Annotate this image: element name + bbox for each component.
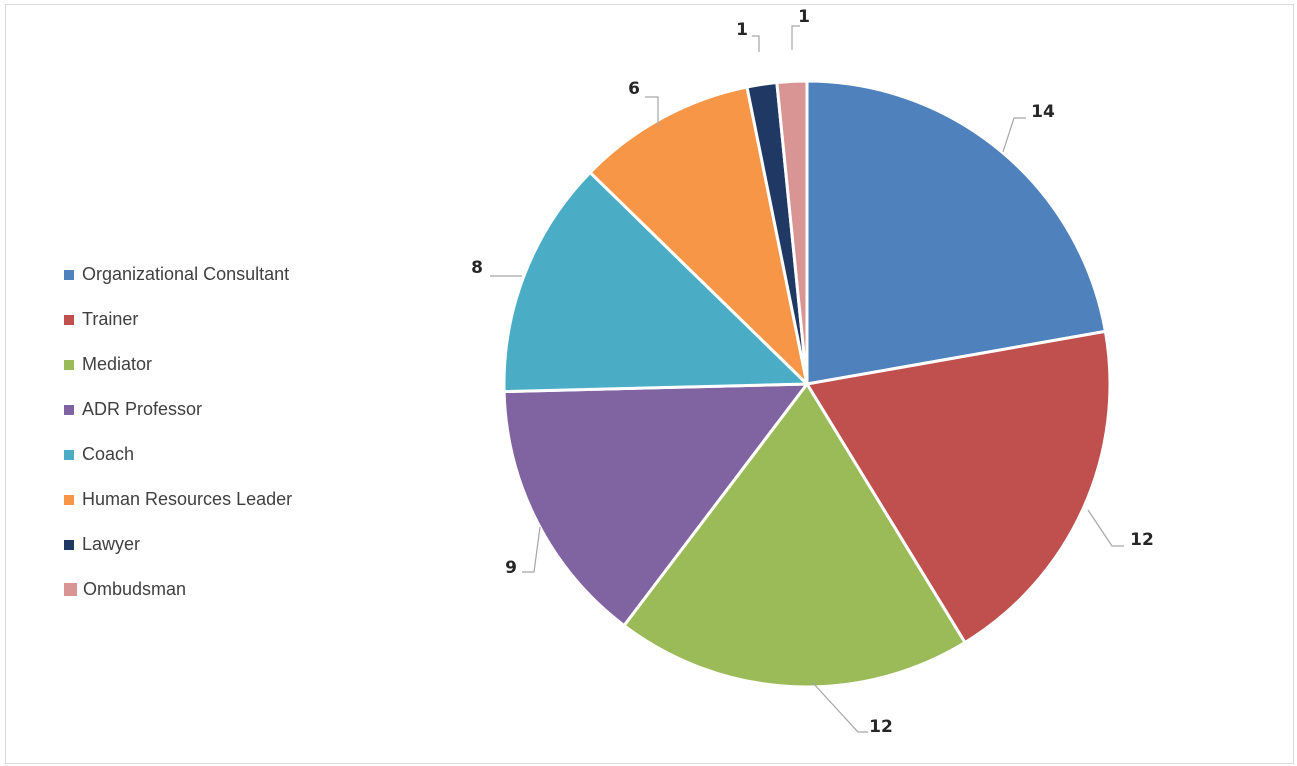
legend-label-lawyer: Lawyer [82, 534, 141, 554]
chart-legend: Organizational Consultant Trainer Mediat… [64, 252, 292, 612]
leader-line-organizational-consultant [1002, 117, 1026, 153]
legend-label-organizational-consultant: Organizational Consultant [82, 264, 290, 284]
legend-swatch-mediator [64, 359, 74, 370]
legend-swatch-trainer [64, 314, 74, 325]
legend-item-ombudsman: Ombudsman [64, 567, 292, 612]
pie-slice-coach [502, 170, 809, 394]
legend-item-coach: Coach [64, 432, 292, 477]
legend-item-human-resources-leader: Human Resources Leader [64, 477, 292, 522]
legend-item-adr-professor: ADR Professor [64, 387, 292, 432]
legend-swatch-ombudsman [64, 583, 77, 596]
legend-label-trainer: Trainer [82, 309, 139, 329]
legend-item-organizational-consultant: Organizational Consultant [64, 252, 292, 297]
leader-line-human-resources-leader [645, 96, 659, 126]
legend-label-human-resources-leader: Human Resources Leader [82, 489, 293, 509]
data-label-coach: 8 [471, 258, 483, 278]
data-label-human-resources-leader: 6 [628, 79, 640, 99]
leader-line-adr-professor [522, 526, 541, 573]
legend-swatch-organizational-consultant [64, 269, 74, 280]
legend-item-mediator: Mediator [64, 342, 292, 387]
legend-label-ombudsman: Ombudsman [83, 579, 187, 599]
leader-line-ombudsman [791, 25, 800, 50]
pie-slice-human-resources-leader [588, 85, 809, 386]
legend-label-coach: Coach [82, 444, 135, 464]
pie-slice-organizational-consultant [805, 79, 1107, 386]
legend-swatch-human-resources-leader [64, 494, 74, 505]
pie-slice-adr-professor [502, 382, 809, 628]
legend-swatch-coach [64, 449, 74, 460]
pie-slice-ombudsman [775, 79, 809, 386]
legend-item-trainer: Trainer [64, 297, 292, 342]
leader-line-mediator [812, 682, 868, 733]
pie-slice-trainer [805, 329, 1112, 645]
data-label-ombudsman: 1 [798, 7, 810, 27]
data-label-lawyer: 1 [736, 20, 748, 40]
legend-item-lawyer: Lawyer [64, 522, 292, 567]
legend-label-mediator: Mediator [82, 354, 153, 374]
data-label-trainer: 12 [1130, 530, 1154, 550]
legend-label-adr-professor: ADR Professor [82, 399, 203, 419]
leader-line-trainer [1087, 509, 1124, 547]
leader-line-lawyer [752, 35, 760, 52]
data-label-organizational-consultant: 14 [1031, 102, 1055, 122]
pie-slice-mediator [622, 382, 967, 689]
legend-swatch-adr-professor [64, 404, 74, 415]
legend-swatch-lawyer [64, 539, 74, 550]
data-label-adr-professor: 9 [505, 558, 517, 578]
data-label-mediator: 12 [869, 717, 893, 737]
